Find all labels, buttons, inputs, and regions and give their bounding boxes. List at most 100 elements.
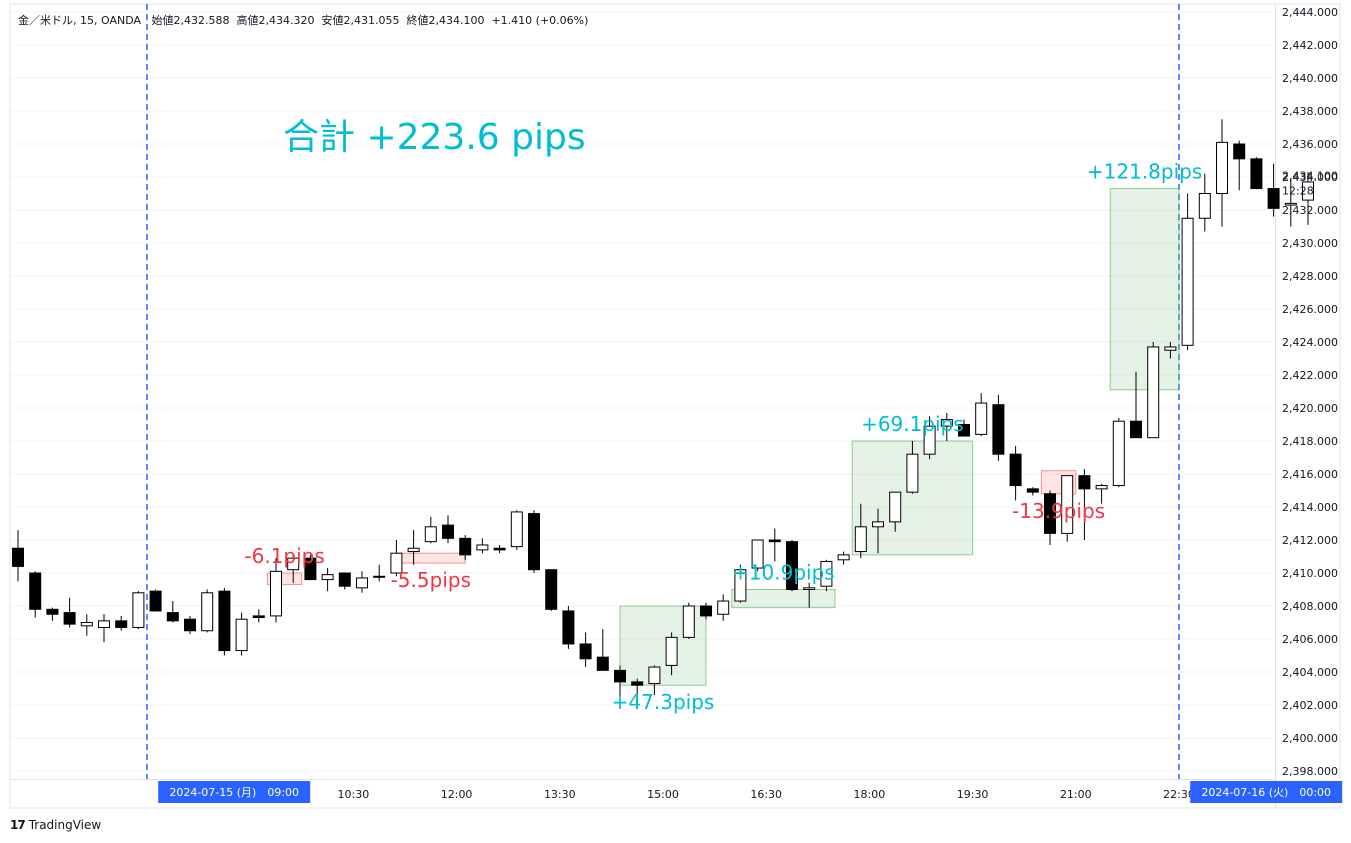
x-axis-ticks: 2024-07-15 (月) 09:00 10:30 12:00 13:30 15:00… — [158, 781, 1343, 803]
candle-down — [218, 590, 231, 652]
x-tick-label: 19:30 — [957, 788, 989, 801]
candle-down — [1078, 475, 1091, 490]
high-value: 高値2,434.320 — [236, 14, 315, 27]
candle-up — [235, 618, 248, 652]
y-tick-label: 2,400.000 — [1282, 732, 1338, 745]
candle-up — [132, 592, 145, 628]
low-value: 安値2,431.055 — [321, 14, 400, 27]
y-axis-ticks: 2,398.000 2,400.000 2,402.000 2,404.000 2,40… — [1282, 6, 1338, 778]
candle-down — [1044, 493, 1056, 534]
grid — [10, 11, 1275, 772]
candle-down — [29, 572, 42, 610]
candle-down — [1130, 420, 1142, 439]
candle-up — [1284, 202, 1297, 206]
candle-down — [545, 569, 558, 610]
candle-up — [820, 560, 833, 587]
candle-up — [734, 569, 747, 602]
candle-up — [1112, 420, 1125, 487]
candle-down — [768, 539, 781, 543]
candle-down — [614, 669, 626, 683]
candle-down — [1250, 158, 1263, 190]
candle-down — [562, 610, 575, 645]
current-price-tag: 2,434.100 12:28 — [1282, 169, 1338, 197]
candle-down — [786, 541, 798, 591]
candle-up — [923, 425, 936, 455]
candle-up — [1095, 485, 1108, 490]
candle-up — [1302, 181, 1314, 201]
candle-down — [1026, 488, 1039, 493]
candle-up — [80, 622, 93, 627]
candle-up — [1198, 193, 1211, 219]
trade-label: -6.1pips — [244, 544, 324, 568]
change-value: +1.410 (+0.06%) — [491, 14, 589, 27]
date-marker-label: 2024-07-15 (月) 09:00 — [169, 786, 299, 799]
candle-down — [493, 547, 506, 551]
current-time-label: 12:28 — [1282, 184, 1314, 197]
tradingview-logo-icon: 17 — [10, 818, 26, 832]
y-tick-label: 2,434.000 — [1282, 171, 1338, 184]
candle-up — [889, 491, 902, 523]
y-tick-label: 2,402.000 — [1282, 699, 1338, 712]
x-tick-label: 12:00 — [441, 788, 473, 801]
chart-frame — [9, 3, 1341, 809]
y-tick-label: 2,444.000 — [1282, 6, 1338, 19]
candle-up — [321, 574, 334, 581]
y-tick-label: 2,424.000 — [1282, 336, 1338, 349]
profit-box — [1109, 188, 1180, 391]
candle-down — [1233, 143, 1246, 160]
x-tick-label: 10:30 — [338, 788, 370, 801]
y-tick-label: 2,410.000 — [1282, 567, 1338, 580]
x-tick-label: 22:30 — [1163, 788, 1195, 801]
candle-up — [1216, 141, 1228, 195]
candle-up — [356, 577, 368, 589]
x-tick-label: 18:00 — [854, 788, 886, 801]
candle-up — [476, 544, 489, 551]
date-marker-label: 2024-07-16 (火) 00:00 — [1201, 786, 1331, 799]
candle-up — [717, 600, 730, 615]
chart-title: 合計 +223.6 pips — [283, 117, 586, 158]
trade-label: +69.1pips — [861, 412, 964, 436]
loss-box — [266, 572, 303, 586]
candle-down — [631, 681, 644, 686]
candle-down — [1267, 188, 1280, 209]
candle-down — [184, 618, 196, 632]
tradingview-brand[interactable]: 17 TradingView — [10, 818, 101, 832]
candle-up — [510, 511, 523, 548]
x-tick-label: 21:00 — [1060, 788, 1092, 801]
y-tick-label: 2,430.000 — [1282, 237, 1338, 250]
trade-labels: +47.3pips -6.1pips -5.5pips +10.9pips +69.1p… — [244, 160, 1202, 715]
y-tick-label: 2,442.000 — [1282, 39, 1338, 52]
candle-down — [958, 424, 970, 437]
candle-up — [872, 521, 884, 528]
symbol-legend: 金／米ドル, 15, OANDA 始値2,432.588 高値2,434.320… — [18, 12, 588, 28]
candle-up — [648, 666, 661, 685]
candle-up — [940, 419, 953, 427]
y-tick-label: 2,414.000 — [1282, 501, 1338, 514]
candle-up — [837, 554, 850, 561]
close-value: 終値2,434.100 — [406, 14, 485, 27]
candle-down — [528, 513, 540, 571]
candle-down — [338, 572, 351, 587]
candle-up — [906, 453, 919, 493]
candle-up — [1061, 475, 1074, 534]
candles — [12, 119, 1314, 704]
candle-down — [1009, 453, 1022, 487]
candle-up — [665, 636, 678, 666]
candle-up — [373, 575, 386, 578]
candle-up — [270, 570, 282, 617]
candle-up — [1164, 346, 1177, 351]
x-tick-label: 16:30 — [750, 788, 782, 801]
candle-down — [46, 608, 59, 615]
candle-down — [992, 404, 1005, 455]
candle-down — [252, 615, 265, 619]
y-tick-label: 2,420.000 — [1282, 402, 1338, 415]
y-tick-label: 2,436.000 — [1282, 138, 1338, 151]
candle-up — [424, 526, 437, 543]
current-price-label: 2,434.100 — [1282, 169, 1338, 182]
candle-down — [12, 547, 24, 567]
open-value: 始値2,432.588 — [151, 14, 230, 27]
session-breaks — [146, 4, 1180, 779]
candle-up — [854, 526, 867, 553]
candle-down — [579, 643, 592, 660]
